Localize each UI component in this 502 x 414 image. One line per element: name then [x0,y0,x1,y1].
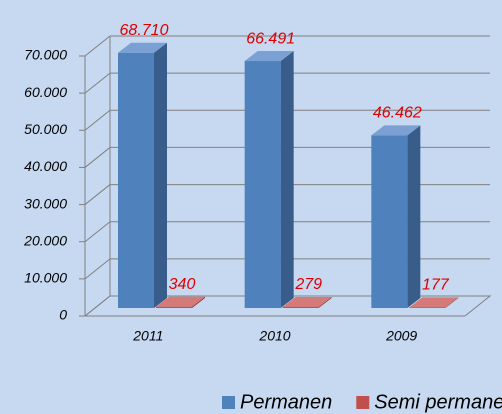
bar-side [445,297,459,308]
legend-label: Semi permanen [374,391,502,413]
bar [371,135,408,308]
x-tick-label: 2010 [258,328,290,344]
x-tick-label: 2009 [385,328,417,344]
bar [118,52,154,308]
grid-line [84,184,111,205]
bar [409,307,446,308]
value-label: 340 [169,276,196,293]
y-tick-label: 0 [59,307,67,323]
x-tick-label: 2011 [132,328,163,344]
bar-side [280,51,294,309]
legend-swatch [356,396,370,409]
grid-line [84,147,111,168]
y-tick-label: 30.000 [24,195,67,211]
bar [282,306,319,308]
grid-line [84,221,111,243]
legend-swatch [222,396,235,409]
bar-top [118,42,167,53]
value-label: 68.710 [120,22,169,39]
bar-top [244,51,294,62]
bar-top [371,125,421,136]
y-tick-label: 10.000 [24,270,67,286]
grid-line [84,35,111,57]
y-tick-label: 50.000 [24,121,67,137]
bar-side [192,296,205,308]
bar-side [154,42,167,308]
bar-top [409,297,459,308]
grid-line [84,109,111,131]
value-label: 279 [294,276,322,293]
grid-line [84,295,111,317]
y-tick-label: 70.000 [24,47,67,63]
value-label: 46.462 [373,105,422,122]
legend-label: Permanen [240,391,332,413]
value-label: 66.491 [246,30,295,47]
y-tick-label: 40.000 [24,158,67,174]
grid-line [84,72,111,94]
y-tick-label: 60.000 [24,84,67,100]
bar-side [318,296,332,308]
bar-side [407,125,421,309]
bar-top [282,296,332,307]
bar [156,306,192,308]
bar-top [156,296,205,307]
y-tick-label: 20.000 [23,232,67,248]
value-label: 177 [422,277,450,294]
grid-line [84,258,111,280]
bar [244,61,281,308]
